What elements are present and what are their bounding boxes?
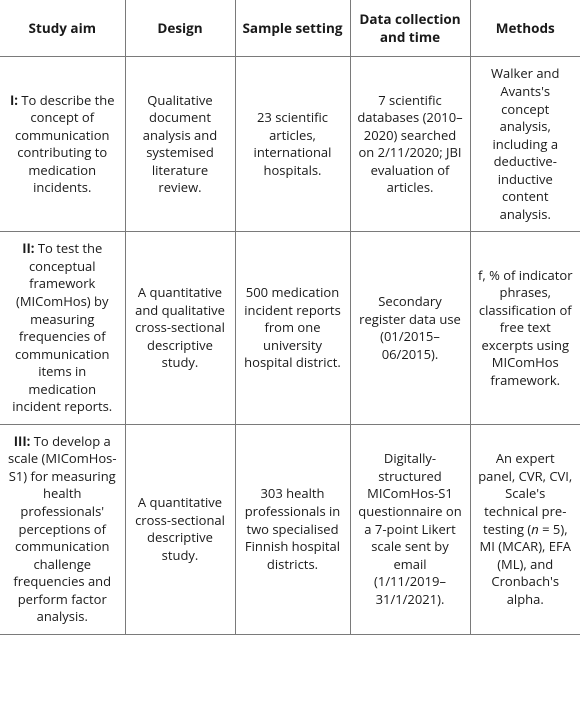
cell-sample: 303 health professionals in two speciali… xyxy=(235,424,350,634)
col-header-study-aim: Study aim xyxy=(0,0,125,57)
cell-sample: 500 medication incident reports from one… xyxy=(235,232,350,424)
cell-data: Secondary register data use (01/2015–06/… xyxy=(350,232,470,424)
aim-label: II: xyxy=(22,239,34,257)
col-header-data-collection: Data collection and time xyxy=(350,0,470,57)
cell-methods: f, % of indicator phrases, classificatio… xyxy=(470,232,580,424)
cell-design: A quantitative cross-sectional descripti… xyxy=(125,424,235,634)
cell-data: Digitally-structured MIComHos-S1 questio… xyxy=(350,424,470,634)
aim-text: To describe the concept of communication… xyxy=(15,91,115,197)
cell-sample: 23 scientific articles, international ho… xyxy=(235,57,350,232)
cell-design: A quantitative and qualitative cross-sec… xyxy=(125,232,235,424)
aim-label: I: xyxy=(10,91,18,109)
col-header-sample-setting: Sample setting xyxy=(235,0,350,57)
col-header-design: Design xyxy=(125,0,235,57)
methods-n-italic: n xyxy=(531,520,539,538)
cell-study-aim: I: To describe the concept of communicat… xyxy=(0,57,125,232)
cell-design: Qualitative document analysis and system… xyxy=(125,57,235,232)
col-header-methods: Methods xyxy=(470,0,580,57)
aim-text: To test the conceptual framework (MIComH… xyxy=(12,239,112,415)
cell-study-aim: III: To develop a scale (MIComHos-S1) fo… xyxy=(0,424,125,634)
aim-text: To develop a scale (MIComHos-S1) for mea… xyxy=(8,432,117,625)
cell-methods: Walker and Avants's concept analysis, in… xyxy=(470,57,580,232)
cell-methods: An expert panel, CVR, CVI, Scale's techn… xyxy=(470,424,580,634)
aim-label: III: xyxy=(14,432,31,450)
table-row: II: To test the conceptual framework (MI… xyxy=(0,232,580,424)
table-row: III: To develop a scale (MIComHos-S1) fo… xyxy=(0,424,580,634)
table-header-row: Study aim Design Sample setting Data col… xyxy=(0,0,580,57)
cell-study-aim: II: To test the conceptual framework (MI… xyxy=(0,232,125,424)
table-row: I: To describe the concept of communicat… xyxy=(0,57,580,232)
study-summary-table: Study aim Design Sample setting Data col… xyxy=(0,0,580,635)
cell-data: 7 scientific databases (2010–2020) searc… xyxy=(350,57,470,232)
